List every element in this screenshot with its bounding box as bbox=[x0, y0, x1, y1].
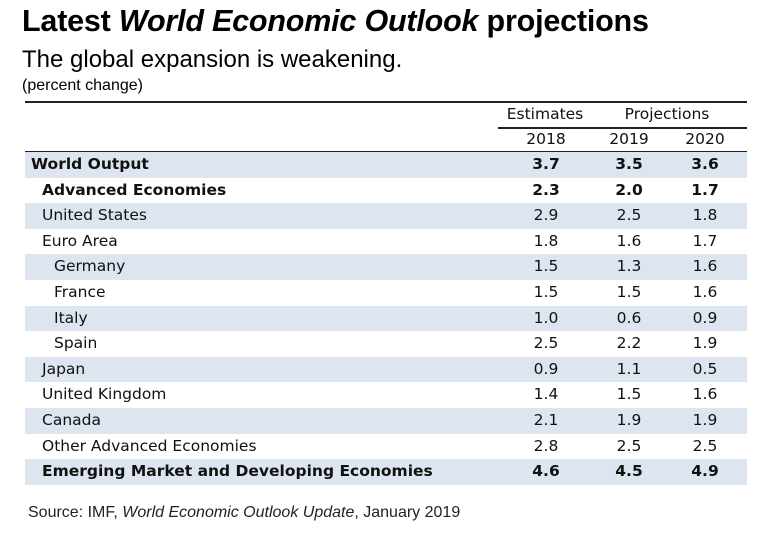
value-cell-2018: 4.6 bbox=[532, 462, 560, 481]
value-cell-2018: 1.8 bbox=[533, 231, 559, 250]
table-row: Spain 2.5 2.2 1.9 bbox=[25, 331, 747, 357]
value-cell-2018: 1.5 bbox=[533, 257, 559, 276]
value-cell-2019: 2.2 bbox=[616, 334, 642, 353]
row-label: France bbox=[54, 282, 106, 301]
row-label: Canada bbox=[42, 410, 101, 429]
header-year-2020: 2020 bbox=[685, 130, 725, 148]
title-suffix: projections bbox=[478, 4, 649, 38]
source-suffix: , January 2019 bbox=[354, 504, 461, 521]
table-row: Japan 0.9 1.1 0.5 bbox=[25, 356, 747, 383]
page-title: Latest World Economic Outlook projection… bbox=[22, 4, 649, 39]
value-cell-2020: 1.9 bbox=[692, 334, 718, 353]
value-cell-2020: 1.7 bbox=[691, 180, 719, 199]
data-table: World Output 3.7 3.5 3.6 Advanced Economies 2… bbox=[25, 152, 747, 485]
source-note: Source: IMF, World Economic Outlook Upda… bbox=[28, 504, 460, 522]
row-label: United States bbox=[42, 206, 147, 225]
value-cell-2018: 1.4 bbox=[533, 385, 559, 404]
value-cell-2019: 2.0 bbox=[615, 180, 643, 199]
table-row: Canada 2.1 1.9 1.9 bbox=[25, 407, 747, 434]
table-row: World Output 3.7 3.5 3.6 bbox=[25, 152, 747, 178]
row-label: Japan bbox=[42, 359, 86, 378]
source-prefix: Source: IMF, bbox=[28, 504, 123, 521]
value-cell-2018: 2.5 bbox=[533, 334, 559, 353]
header-group-projections: Projections bbox=[624, 105, 710, 123]
value-cell-2019: 4.5 bbox=[615, 462, 643, 481]
top-rule bbox=[25, 101, 747, 103]
row-label: Spain bbox=[54, 334, 98, 353]
value-cell-2019: 1.6 bbox=[616, 231, 642, 250]
value-cell-2019: 1.5 bbox=[616, 282, 642, 301]
value-cell-2020: 1.6 bbox=[692, 282, 718, 301]
value-cell-2020: 1.8 bbox=[692, 206, 718, 225]
value-cell-2019: 3.5 bbox=[615, 155, 643, 173]
title-prefix: Latest bbox=[22, 4, 119, 38]
row-label: Emerging Market and Developing Economies bbox=[42, 462, 433, 481]
value-cell-2020: 0.9 bbox=[692, 308, 718, 327]
table-row: United Kingdom 1.4 1.5 1.6 bbox=[25, 382, 747, 408]
value-cell-2020: 2.5 bbox=[692, 436, 718, 455]
value-cell-2020: 1.9 bbox=[692, 410, 718, 429]
page-subtitle: The global expansion is weakening. bbox=[22, 46, 403, 73]
value-cell-2018: 1.0 bbox=[533, 308, 559, 327]
table-row: Advanced Economies 2.3 2.0 1.7 bbox=[25, 178, 747, 204]
value-cell-2018: 2.9 bbox=[533, 206, 559, 225]
value-cell-2020: 1.6 bbox=[692, 257, 718, 276]
value-cell-2018: 2.8 bbox=[533, 436, 559, 455]
value-cell-2018: 2.3 bbox=[532, 180, 560, 199]
value-cell-2020: 3.6 bbox=[691, 155, 719, 173]
value-cell-2019: 1.9 bbox=[616, 410, 642, 429]
table-row: Italy 1.0 0.6 0.9 bbox=[25, 305, 747, 332]
header-year-2019: 2019 bbox=[609, 130, 649, 148]
header-group-estimates: Estimates bbox=[506, 105, 584, 123]
row-label: Germany bbox=[54, 257, 126, 276]
value-cell-2018: 0.9 bbox=[533, 359, 559, 378]
value-cell-2018: 2.1 bbox=[533, 410, 559, 429]
value-cell-2020: 1.6 bbox=[692, 385, 718, 404]
value-cell-2020: 1.7 bbox=[692, 231, 718, 250]
value-cell-2019: 1.1 bbox=[616, 359, 642, 378]
row-label: United Kingdom bbox=[42, 385, 167, 404]
value-cell-2019: 2.5 bbox=[616, 436, 642, 455]
table-row: United States 2.9 2.5 1.8 bbox=[25, 203, 747, 229]
row-label: Euro Area bbox=[42, 231, 118, 250]
value-cell-2019: 1.5 bbox=[616, 385, 642, 404]
table-row: Other Advanced Economies 2.8 2.5 2.5 bbox=[25, 434, 747, 460]
table-row: France 1.5 1.5 1.6 bbox=[25, 280, 747, 306]
row-label: World Output bbox=[31, 155, 149, 173]
row-label: Italy bbox=[54, 308, 88, 327]
table-row: Germany 1.5 1.3 1.6 bbox=[25, 254, 747, 280]
row-label: Advanced Economies bbox=[42, 180, 227, 199]
row-label: Other Advanced Economies bbox=[42, 436, 257, 455]
table-row: Euro Area 1.8 1.6 1.7 bbox=[25, 229, 747, 255]
value-cell-2020: 4.9 bbox=[691, 462, 719, 481]
value-cell-2018: 1.5 bbox=[533, 282, 559, 301]
header-bottom-rule bbox=[25, 151, 747, 153]
table-row: Emerging Market and Developing Economies… bbox=[25, 459, 747, 485]
value-cell-2020: 0.5 bbox=[692, 359, 718, 378]
value-cell-2018: 3.7 bbox=[532, 155, 560, 173]
title-italic: World Economic Outlook bbox=[118, 4, 479, 38]
header-group-rule bbox=[498, 127, 747, 129]
value-cell-2019: 1.3 bbox=[616, 257, 642, 276]
unit-label: (percent change) bbox=[22, 77, 143, 94]
source-italic: World Economic Outlook Update bbox=[122, 504, 355, 521]
value-cell-2019: 2.5 bbox=[616, 206, 642, 225]
value-cell-2019: 0.6 bbox=[616, 308, 642, 327]
header-year-2018: 2018 bbox=[526, 130, 566, 148]
